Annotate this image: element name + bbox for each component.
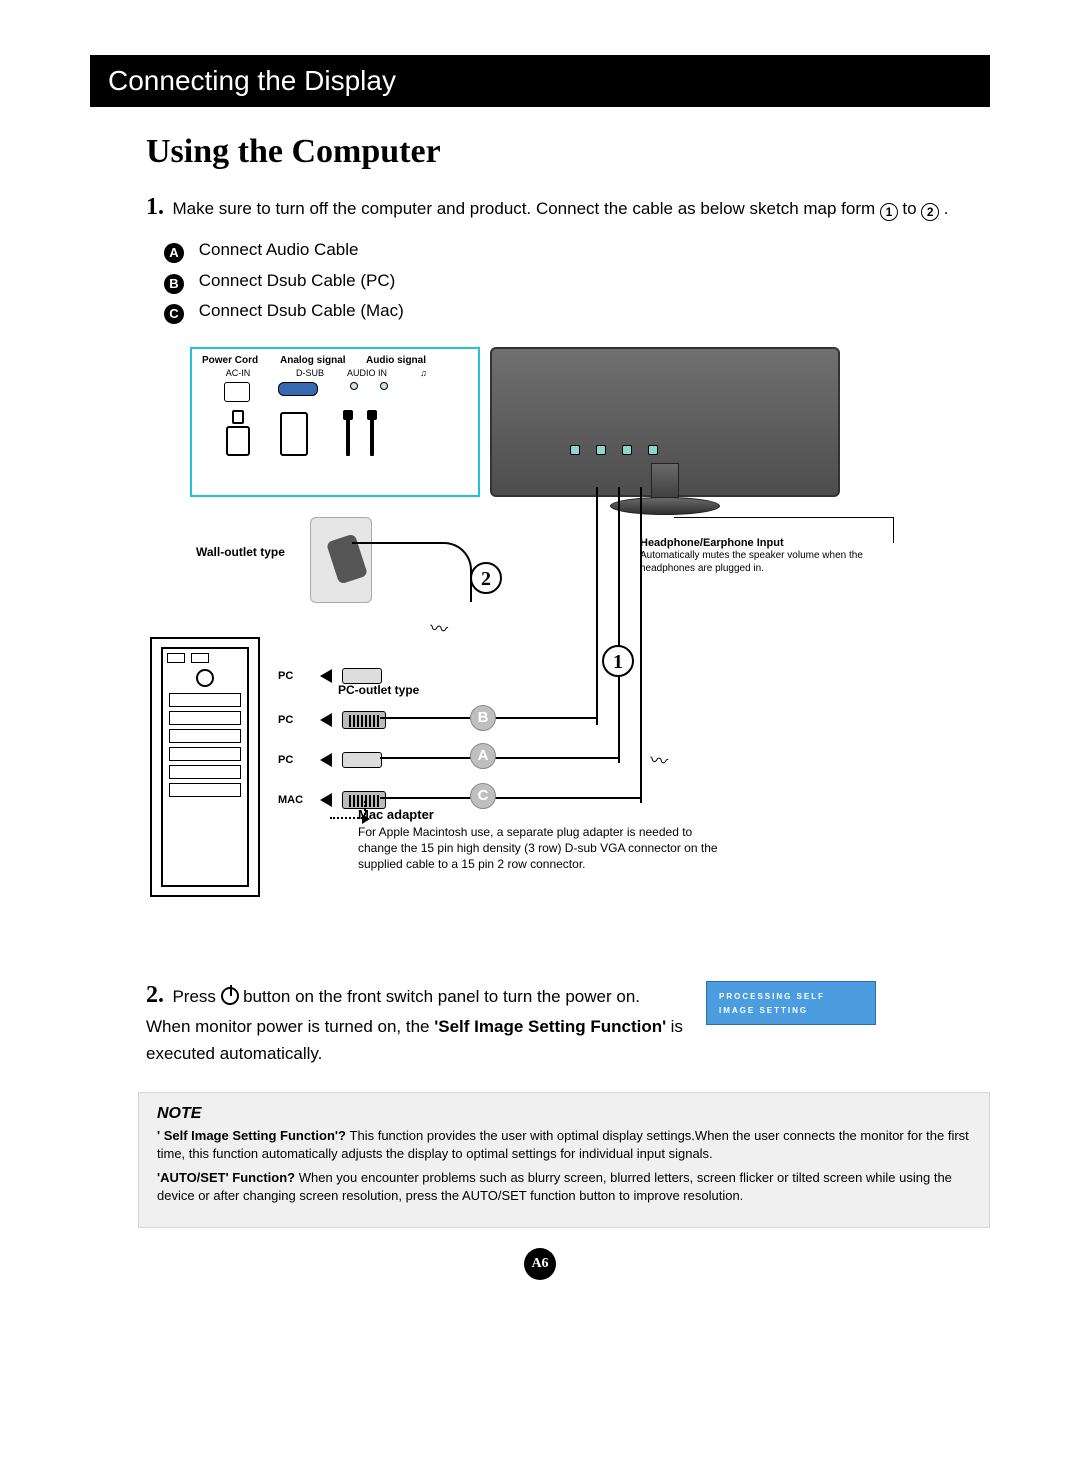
circled-2: 2	[921, 203, 939, 221]
vga-plug-icon	[280, 412, 308, 456]
headphone-icon: ♫	[406, 368, 441, 378]
sub-list: A Connect Audio Cable B Connect Dsub Cab…	[164, 235, 990, 327]
squiggle-icon: 〰	[648, 746, 669, 774]
conn-row-pc-audio: PC	[278, 745, 382, 775]
wall-cord-line	[352, 542, 472, 602]
audio-plug-end-icon	[342, 752, 382, 768]
vga-plug-end-icon	[342, 711, 386, 729]
conn-label-pc2: PC	[278, 714, 310, 726]
note-p1-lead: ' Self Image Setting Function'?	[157, 1128, 350, 1143]
power-plug-end-icon	[342, 668, 382, 684]
diagram-letter-b: B	[470, 705, 496, 731]
ac-in-icon	[224, 382, 250, 402]
arrow-left-icon	[320, 669, 332, 683]
conn-label-pc3: PC	[278, 754, 310, 766]
headphone-note-text: Automatically mutes the speaker volume w…	[640, 549, 895, 575]
sub-item-b-text: Connect Dsub Cable (PC)	[199, 271, 396, 290]
osd-preview: PROCESSING SELF IMAGE SETTING	[706, 981, 876, 1025]
audio-jack-icon	[350, 382, 358, 390]
step-2: 2. Press button on the front switch pane…	[146, 977, 990, 1068]
port-sub-acin: AC-IN	[202, 368, 274, 378]
arrow-left-icon	[320, 713, 332, 727]
sub-item-c-text: Connect Dsub Cable (Mac)	[199, 301, 404, 320]
squiggle-icon: 〰	[428, 614, 449, 642]
pc-outlet-label: PC-outlet type	[338, 683, 419, 697]
diagram-step-1: 1	[602, 645, 634, 677]
diagram-letter-a: A	[470, 743, 496, 769]
page-number: A6	[524, 1248, 556, 1280]
port-sub-audio: AUDIO IN♫	[346, 368, 441, 378]
osd-line-1: PROCESSING SELF	[719, 990, 863, 1004]
note-title: NOTE	[157, 1105, 971, 1123]
port-sub-dsub: D-SUB	[280, 368, 340, 378]
port-panel: Power Cord Analog signal Audio signal AC…	[190, 347, 480, 497]
audio-plug-icon	[370, 416, 374, 456]
mac-note-text: For Apple Macintosh use, a separate plug…	[358, 824, 718, 873]
monitor-ports	[570, 445, 658, 455]
letter-a-ball: A	[164, 243, 184, 263]
note-box: NOTE ' Self Image Setting Function'? Thi…	[138, 1092, 990, 1229]
letter-b-ball: B	[164, 274, 184, 294]
pc-tower-icon	[150, 637, 260, 897]
step-1-number: 1.	[146, 194, 164, 220]
step-1-mid: to	[902, 199, 921, 218]
page-header: Connecting the Display	[90, 55, 990, 107]
step-2-bold: 'Self Image Setting Function'	[434, 1017, 666, 1036]
mac-note-title: Mac adapter	[358, 807, 718, 822]
conn-label-pc1: PC	[278, 670, 310, 682]
sub-item-a: A Connect Audio Cable	[164, 235, 990, 266]
port-hdr-analog: Analog signal	[280, 355, 360, 366]
step-2-number: 2.	[146, 982, 164, 1008]
mac-adapter-note: Mac adapter For Apple Macintosh use, a s…	[358, 807, 718, 873]
cable-line	[380, 797, 640, 799]
headphone-note-title: Headphone/Earphone Input	[640, 537, 895, 549]
cable-line	[640, 487, 642, 803]
section-title: Using the Computer	[146, 133, 990, 171]
sub-item-a-text: Connect Audio Cable	[199, 240, 359, 259]
headphone-note: Headphone/Earphone Input Automatically m…	[640, 537, 895, 575]
wall-outlet-label: Wall-outlet type	[196, 545, 304, 559]
power-icon	[221, 987, 239, 1005]
sub-item-c: C Connect Dsub Cable (Mac)	[164, 296, 990, 327]
audio-plug-icon	[346, 416, 350, 456]
step-1: 1. Make sure to turn off the computer an…	[146, 189, 990, 225]
step-1-text-a: Make sure to turn off the computer and p…	[172, 199, 879, 218]
port-hdr-audio: Audio signal	[366, 355, 446, 366]
circled-1: 1	[880, 203, 898, 221]
osd-line-2: IMAGE SETTING	[719, 1004, 863, 1018]
step-2-pre: Press	[172, 987, 220, 1006]
diagram-step-2: 2	[470, 562, 502, 594]
connection-diagram: Power Cord Analog signal Audio signal AC…	[150, 347, 910, 957]
conn-row-pc-vga: PC	[278, 705, 386, 735]
port-hdr-power: Power Cord	[202, 355, 274, 366]
step-1-text-b: .	[944, 199, 949, 218]
audio-jack-icon	[380, 382, 388, 390]
sub-item-b: B Connect Dsub Cable (PC)	[164, 266, 990, 297]
conn-label-mac: MAC	[278, 794, 310, 806]
diagram-letter-c: C	[470, 783, 496, 809]
dsub-icon	[278, 382, 318, 396]
arrow-left-icon	[320, 753, 332, 767]
cable-line	[380, 757, 618, 759]
power-plug-icon	[224, 412, 252, 456]
note-p2-lead: 'AUTO/SET' Function?	[157, 1170, 299, 1185]
cable-line	[618, 487, 620, 763]
letter-c-ball: C	[164, 304, 184, 324]
cable-line	[596, 487, 598, 725]
